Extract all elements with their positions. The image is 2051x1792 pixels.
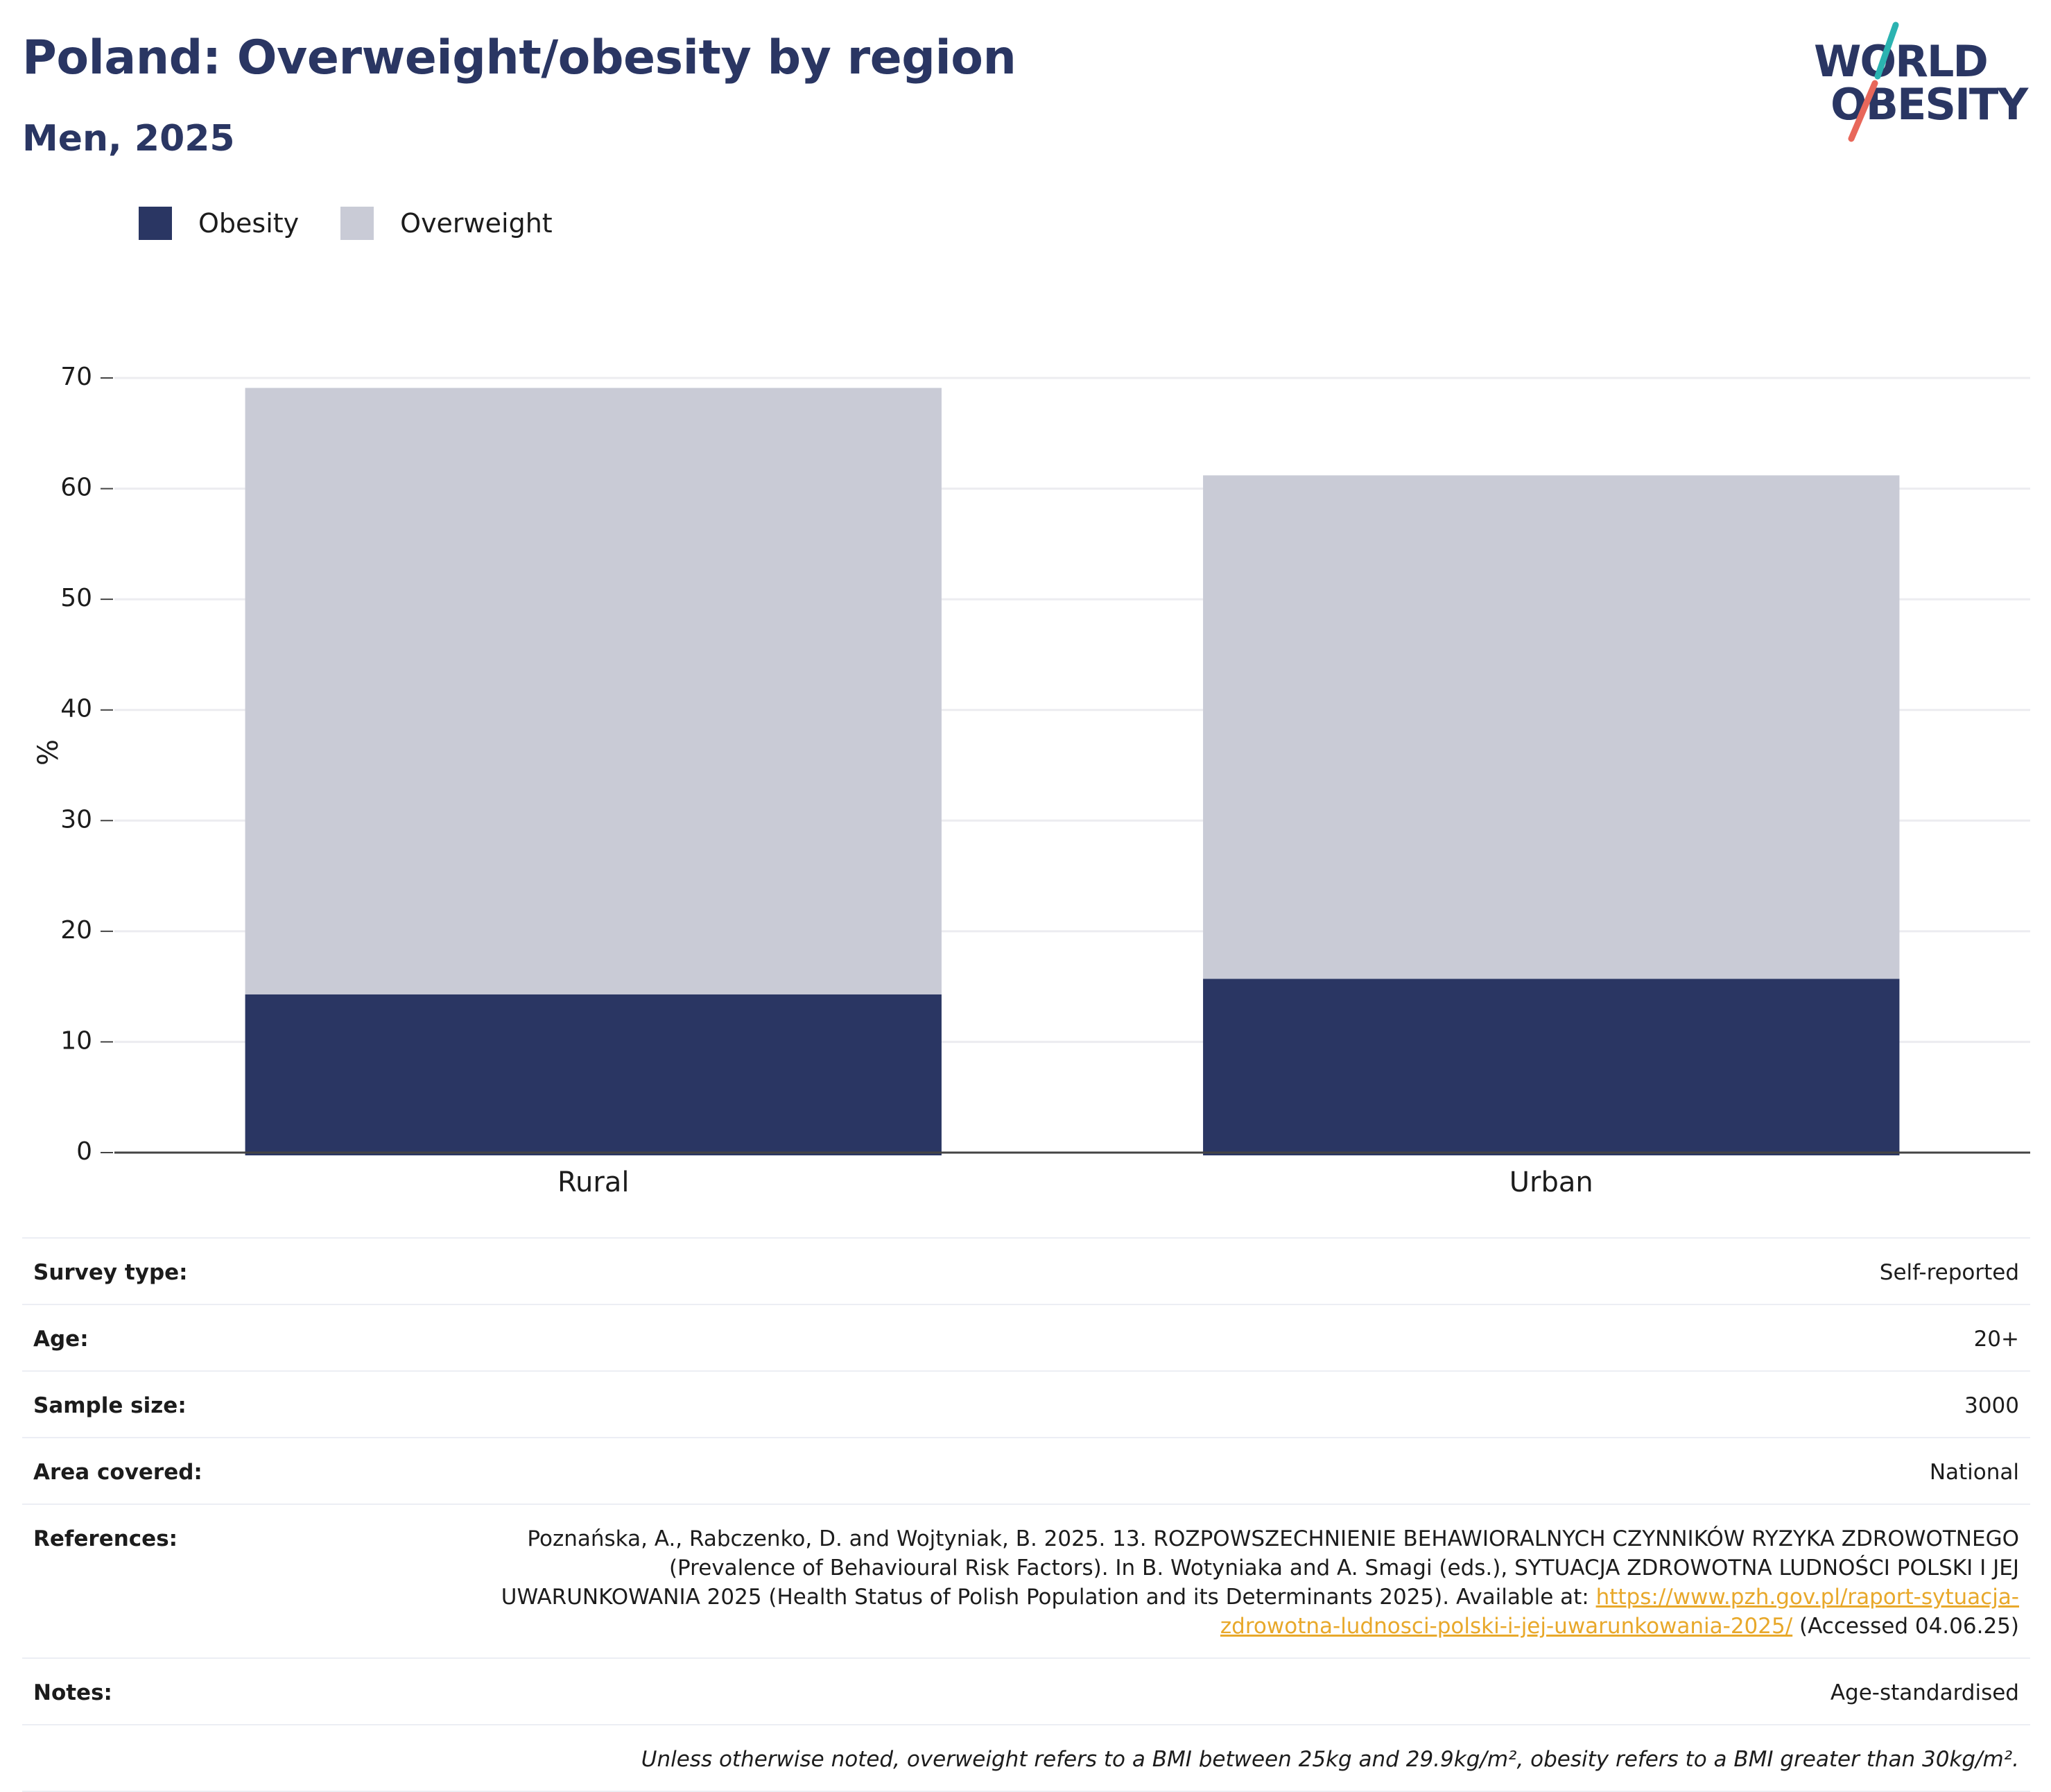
meta-row-footnote: Unless otherwise noted, overweight refer… [22,1725,2030,1792]
y-tick-label: 50 [60,584,92,612]
meta-key-notes: Notes: [33,1680,112,1705]
meta-row-age: Age: 20+ [22,1305,2030,1372]
legend-label-overweight: Overweight [400,208,553,239]
page-subtitle: Men, 2025 [22,118,235,160]
legend-item-obesity[interactable]: Obesity [139,207,299,240]
bar-overweight-urban[interactable] [1203,475,1900,979]
bar-overweight-rural[interactable] [245,388,942,994]
meta-value-area-covered: National [1929,1460,2019,1485]
reference-accessed: (Accessed 04.06.25) [1799,1614,2019,1639]
meta-key-sample-size: Sample size: [33,1393,187,1418]
x-category-label: Urban [1509,1166,1593,1198]
meta-value-references: Poznańska, A., Rabczenko, D. and Wojtyni… [494,1524,2019,1641]
meta-value-age: 20+ [1973,1327,2019,1352]
legend-label-obesity: Obesity [198,208,300,239]
metadata-table: Survey type: Self-reported Age: 20+ Samp… [22,1237,2030,1792]
meta-row-notes: Notes: Age-standardised [22,1659,2030,1725]
meta-key-references: References: [33,1526,178,1551]
meta-value-sample-size: 3000 [1964,1393,2019,1418]
chart-legend: Obesity Overweight [139,207,594,240]
world-obesity-logo: WORLD OBESITY [1803,19,2032,144]
reference-link[interactable]: https://www.pzh.gov.pl/raport-sytuacja-z… [1220,1585,2019,1639]
meta-key-area-covered: Area covered: [33,1460,202,1485]
axes: 0 10 20 30 40 50 60 70 Rural Urban [60,363,2030,1198]
bar-obesity-rural[interactable] [245,994,942,1155]
y-tick-label: 30 [60,805,92,834]
meta-value-notes: Age-standardised [1830,1680,2019,1705]
y-tick-label: 60 [60,474,92,502]
meta-row-references: References: Poznańska, A., Rabczenko, D.… [22,1505,2030,1659]
meta-value-survey-type: Self-reported [1879,1260,2019,1285]
meta-row-survey-type: Survey type: Self-reported [22,1239,2030,1305]
page-title: Poland: Overweight/obesity by region [22,31,1016,85]
y-tick-label: 40 [60,695,92,723]
x-category-label: Rural [557,1166,629,1198]
logo-slash-icon [1848,21,1899,142]
legend-swatch-obesity [139,207,172,240]
legend-item-overweight[interactable]: Overweight [340,207,553,240]
meta-key-age: Age: [33,1327,89,1352]
meta-row-area-covered: Area covered: National [22,1438,2030,1505]
legend-swatch-overweight [340,207,374,240]
y-tick-label: 20 [60,916,92,945]
stacked-bar-chart: 0 10 20 30 40 50 60 70 Rural Urban % [33,363,2030,1198]
y-axis-label: % [33,739,64,766]
bar-obesity-urban[interactable] [1203,979,1900,1155]
y-tick-label: 10 [60,1026,92,1055]
meta-row-sample-size: Sample size: 3000 [22,1372,2030,1438]
y-tick-label: 0 [76,1137,92,1166]
logo-line-1: WORLD [1814,36,1989,87]
reference-text: Poznańska, A., Rabczenko, D. and Wojtyni… [501,1526,2019,1610]
y-tick-label: 70 [60,363,92,391]
meta-key-survey-type: Survey type: [33,1260,188,1285]
footnote-text: Unless otherwise noted, overweight refer… [641,1747,2019,1772]
bars [245,388,1900,1155]
